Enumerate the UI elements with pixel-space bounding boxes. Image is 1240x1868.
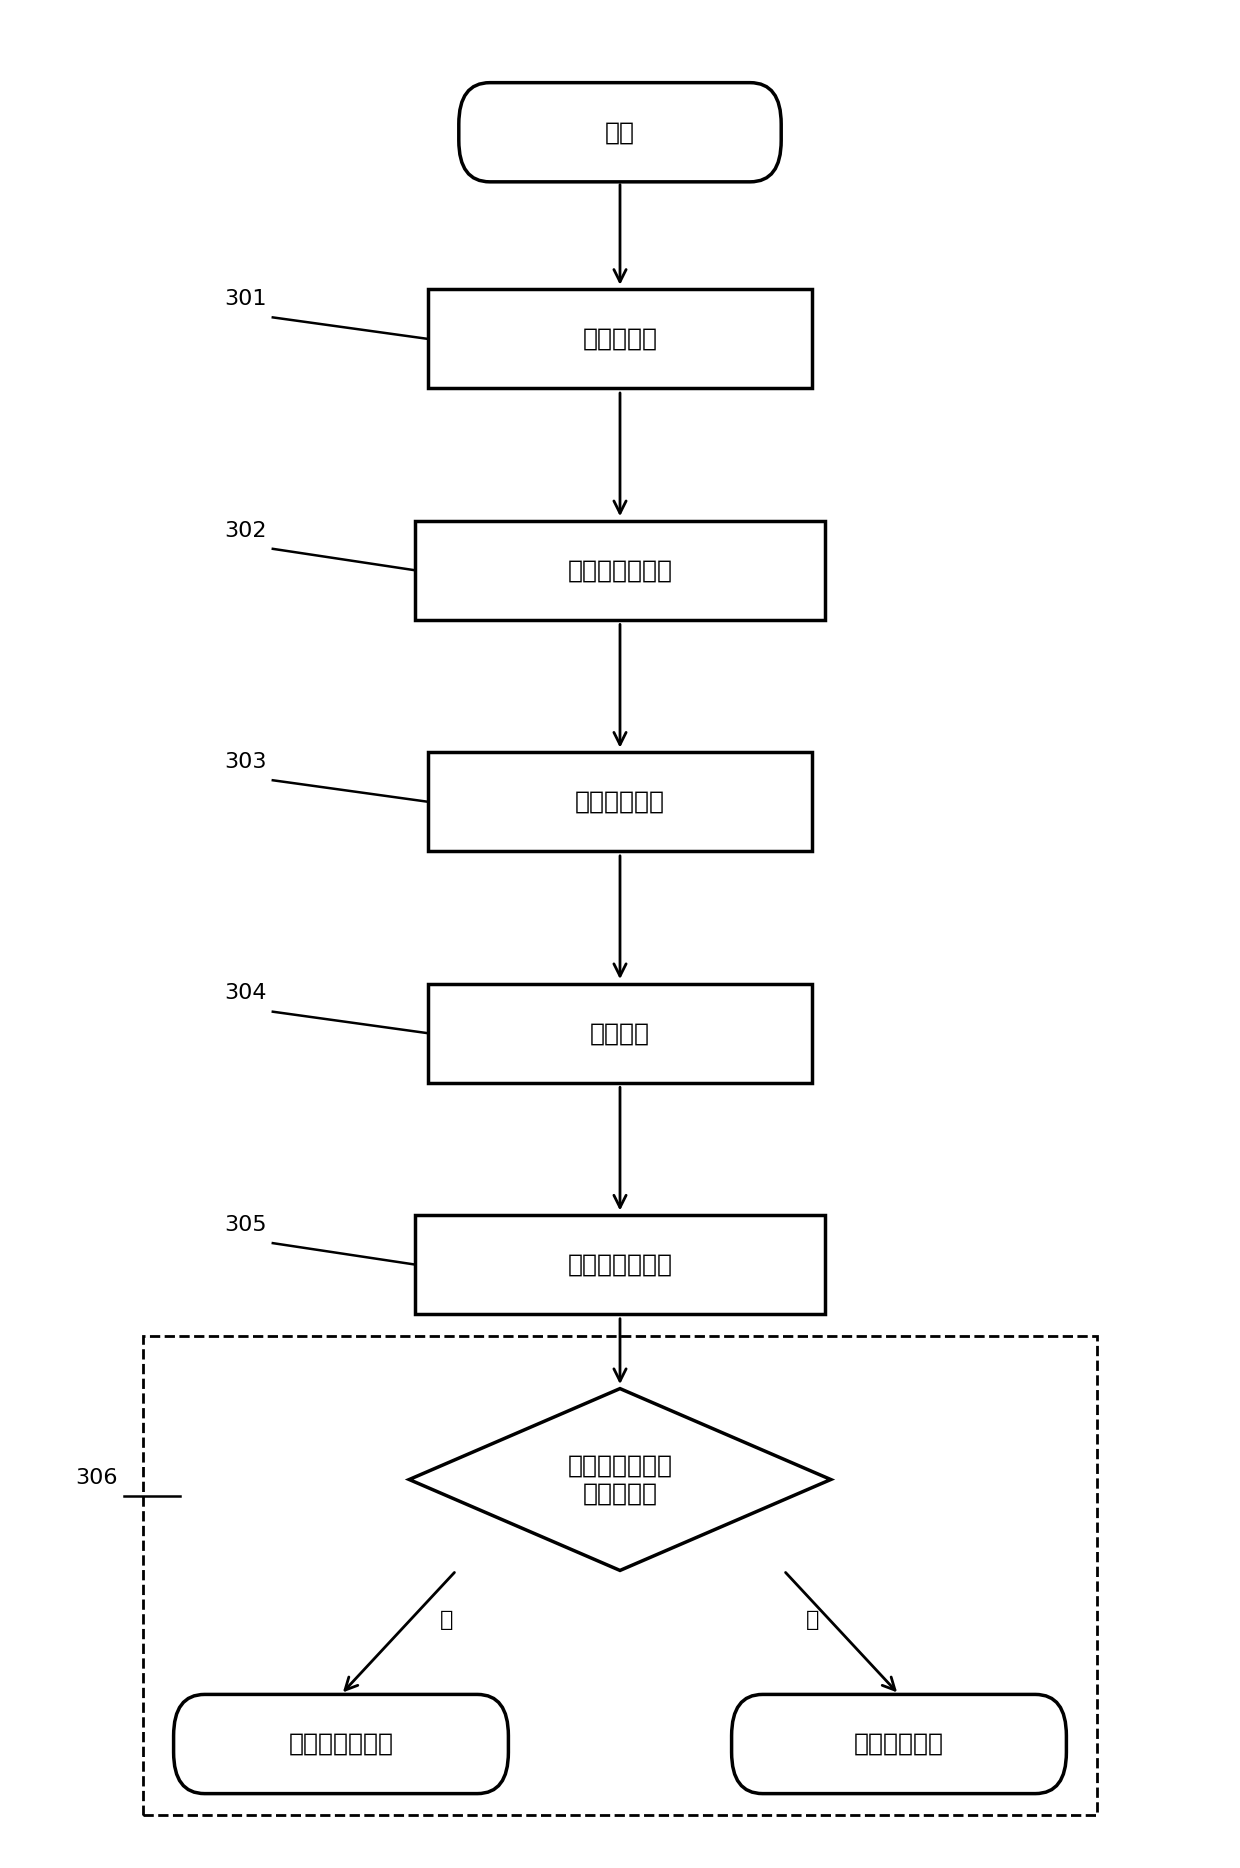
Bar	[428, 753, 812, 852]
Bar	[428, 984, 812, 1083]
Bar	[143, 1336, 1097, 1816]
Text: 301: 301	[224, 290, 267, 308]
FancyBboxPatch shape	[732, 1694, 1066, 1793]
FancyBboxPatch shape	[459, 82, 781, 181]
Bar	[415, 1214, 825, 1315]
Text: 形态学开运算: 形态学开运算	[575, 790, 665, 814]
Text: 304: 304	[224, 983, 267, 1003]
Text: 302: 302	[224, 521, 267, 540]
Text: 轮廓检测: 轮廓检测	[590, 1022, 650, 1046]
FancyBboxPatch shape	[174, 1694, 508, 1793]
Text: 是: 是	[440, 1610, 453, 1631]
Polygon shape	[409, 1388, 831, 1571]
Text: 305: 305	[224, 1214, 267, 1235]
Text: 二值化阈值分割: 二值化阈值分割	[568, 559, 672, 583]
Text: 非车头灯光斑: 非车头灯光斑	[854, 1732, 944, 1756]
Text: 原图: 原图	[605, 120, 635, 144]
Text: 306: 306	[76, 1468, 118, 1487]
Text: 计算外包络矩形: 计算外包络矩形	[568, 1253, 672, 1276]
Text: 303: 303	[224, 753, 267, 771]
Text: 灰度图转换: 灰度图转换	[583, 327, 657, 351]
Text: 是否符合车头灯
几何特征？: 是否符合车头灯 几何特征？	[568, 1453, 672, 1506]
Text: 否: 否	[806, 1610, 818, 1631]
Bar	[428, 290, 812, 389]
Text: 疑似车头灯光斑: 疑似车头灯光斑	[289, 1732, 393, 1756]
Bar	[415, 521, 825, 620]
